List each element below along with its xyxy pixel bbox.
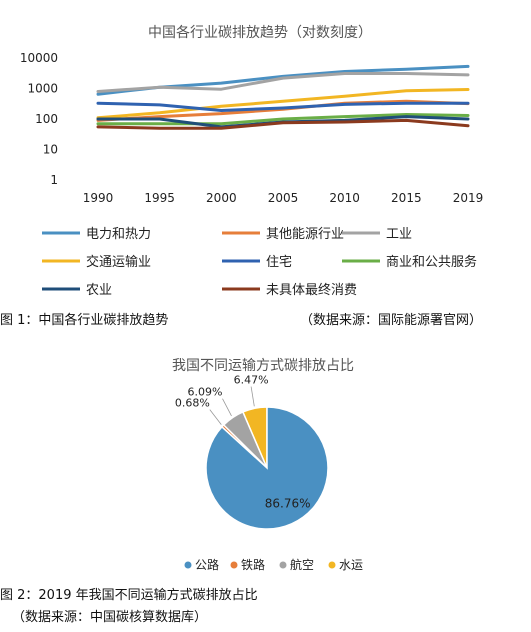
legend-label: 航空 (290, 557, 314, 572)
legend-label: 公路 (195, 557, 219, 572)
leader-line (209, 409, 222, 425)
x-tick-label: 2000 (206, 191, 237, 205)
chart-title: 我国不同运输方式碳排放占比 (172, 358, 354, 374)
pie-slices (205, 406, 329, 530)
legend-label: 水运 (339, 558, 363, 572)
y-axis: 1 10 100 1000 10000 (20, 51, 58, 187)
pie-slice (205, 406, 329, 530)
series-line (96, 113, 470, 126)
plot-area (96, 64, 470, 130)
pie-labels: 86.76% 6.47% 6.09%0.68% (175, 374, 311, 511)
x-tick-label: 2010 (329, 191, 360, 205)
y-tick-label: 10000 (20, 51, 58, 65)
leader-line (222, 398, 232, 417)
legend-label: 铁路 (241, 557, 265, 572)
legend-label: 住宅 (266, 255, 292, 270)
legend-label: 农业 (86, 283, 112, 298)
legend-marker (230, 561, 238, 569)
x-tick-label: 2005 (268, 191, 299, 205)
legend-marker (184, 561, 192, 569)
series-line (96, 118, 470, 130)
figure1-caption: 图 1：中国各行业碳排放趋势 (0, 309, 168, 328)
x-tick-label: 2019 (453, 191, 484, 205)
y-tick-label: 100 (35, 112, 58, 126)
legend-label: 工业 (386, 227, 412, 242)
legend-label: 未具体最终消费 (266, 282, 357, 298)
x-tick-label: 1995 (144, 191, 175, 205)
legend: 公路 铁路 航空 水运 (184, 557, 363, 572)
series-line (96, 72, 470, 93)
figure1-caption-text: 图 1：中国各行业碳排放趋势 (0, 313, 169, 328)
figure2-caption: 图 2：2019 年我国不同运输方式碳排放占比 （数据来源：中国碳核算数据库） (0, 584, 258, 625)
figure2-caption-line2: （数据来源：中国碳核算数据库） (12, 610, 208, 625)
chart-title: 中国各行业碳排放趋势（对数刻度） (148, 25, 372, 41)
y-tick-label: 1 (50, 173, 58, 187)
figure2-caption-line1: 图 2：2019 年我国不同运输方式碳排放占比 (0, 588, 258, 603)
figure1-source: （数据来源：国际能源署官网） (300, 309, 482, 328)
figure1-source-text: （数据来源：国际能源署官网） (300, 313, 483, 328)
y-tick-label: 10 (43, 143, 58, 157)
data-label: 0.68% (175, 397, 210, 410)
legend-label: 交通运输业 (86, 254, 151, 270)
data-label: 6.09% (188, 386, 223, 399)
legend-marker (328, 561, 336, 569)
x-tick-label: 1990 (83, 191, 114, 205)
x-axis: 1990 1995 2000 2005 2010 2015 2019 (83, 191, 484, 205)
legend-label: 其他能源行业 (266, 227, 344, 242)
x-tick-label: 2015 (391, 191, 422, 205)
series-line (96, 101, 470, 112)
pie-chart: 我国不同运输方式碳排放占比 86.76% 6.47% 6.09%0.68% 公路 铁路… (172, 358, 363, 572)
data-label: 6.47% (234, 374, 269, 387)
series-line (96, 88, 470, 120)
data-label: 86.76% (265, 497, 311, 511)
legend-label: 商业和公共服务 (386, 254, 477, 270)
y-tick-label: 1000 (27, 82, 58, 96)
legend-marker (279, 561, 287, 569)
legend-label: 电力和热力 (86, 227, 151, 242)
leader-line (250, 386, 255, 407)
